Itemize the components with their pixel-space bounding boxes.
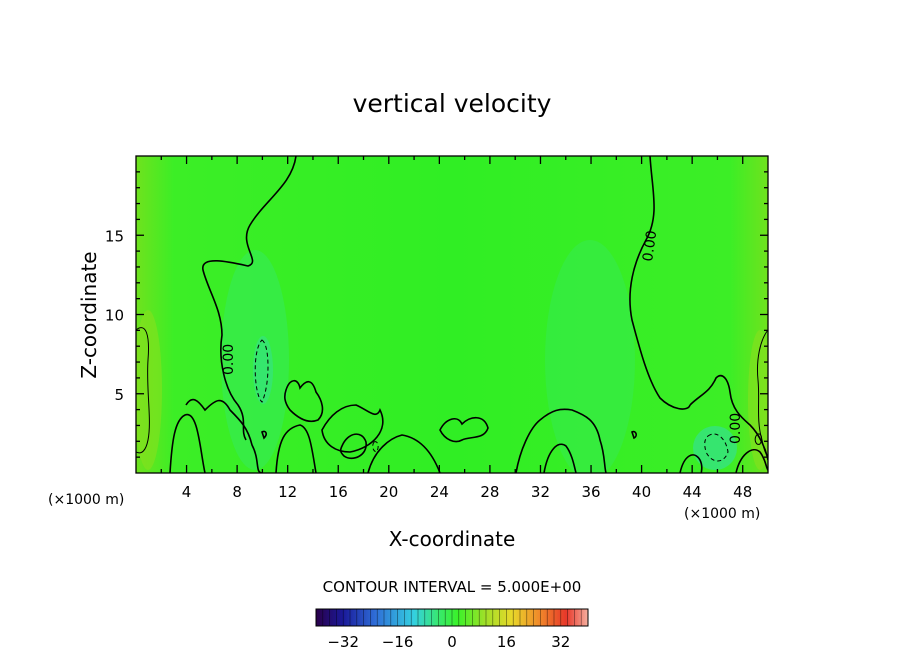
contour-label: 0.00 bbox=[728, 413, 744, 444]
contour-label: 0.00 bbox=[640, 229, 660, 262]
x-tick-label: 4 bbox=[182, 483, 192, 501]
x-unit-left: (×1000 m) bbox=[48, 492, 124, 508]
y-tick-label: 10 bbox=[105, 307, 124, 325]
colorbar-tick-label: 16 bbox=[497, 633, 516, 651]
contour-positive bbox=[754, 433, 763, 445]
contour-zero-bottom bbox=[339, 433, 367, 460]
contour-zero-bottom bbox=[679, 454, 703, 473]
x-tick-label: 20 bbox=[379, 483, 398, 501]
colorbar-tick-labels: −32 −16 0 16 32 bbox=[327, 633, 570, 651]
contour-zero-left bbox=[202, 156, 297, 441]
colorbar-ticks bbox=[322, 609, 582, 626]
colorbar-tick-label: −32 bbox=[327, 633, 359, 651]
contour-negative bbox=[372, 441, 379, 453]
chart-title: vertical velocity bbox=[353, 89, 552, 118]
contour-zero-bottom bbox=[543, 443, 577, 473]
x-tick-label: 16 bbox=[329, 483, 348, 501]
x-tick-label: 24 bbox=[430, 483, 449, 501]
contour-zero-bottom bbox=[439, 416, 489, 443]
contour-positive bbox=[757, 329, 768, 457]
contour-zero-right bbox=[629, 156, 691, 410]
contour-lines-thin bbox=[136, 327, 768, 457]
contour-zero-bottom bbox=[735, 449, 768, 473]
contour-positive bbox=[136, 327, 150, 454]
field-warm-region bbox=[748, 330, 768, 470]
y-tick-label: 15 bbox=[105, 227, 124, 245]
field-cool-region bbox=[253, 336, 273, 404]
contour-zero-bottom bbox=[185, 398, 263, 473]
plot-area bbox=[136, 156, 768, 473]
field-cool-region bbox=[545, 240, 635, 473]
contour-zero-bottom bbox=[631, 430, 637, 440]
axis-ticks bbox=[136, 156, 768, 473]
contour-labels: 0.00 0.00 0.00 bbox=[221, 229, 744, 444]
contour-negative bbox=[704, 433, 729, 462]
colorbar-tick-label: 32 bbox=[551, 633, 570, 651]
x-tick-label: 44 bbox=[683, 483, 702, 501]
x-unit-right: (×1000 m) bbox=[684, 506, 760, 522]
contour-zero-bottom bbox=[275, 424, 317, 473]
x-tick-label: 12 bbox=[278, 483, 297, 501]
contour-label: 0.00 bbox=[221, 344, 237, 375]
x-tick-label: 32 bbox=[531, 483, 550, 501]
field-cool-region bbox=[221, 250, 289, 470]
contour-zero-bottom bbox=[284, 379, 324, 423]
y-axis-label: Z-coordinate bbox=[77, 251, 101, 378]
contour-zero-bottom bbox=[169, 414, 206, 473]
x-tick-label: 48 bbox=[733, 483, 752, 501]
y-tick-labels: 5 10 15 bbox=[105, 227, 124, 404]
contour-negative bbox=[254, 339, 269, 403]
field-background bbox=[136, 156, 768, 473]
colorbar-tick-label: −16 bbox=[382, 633, 414, 651]
field-cool-region bbox=[693, 426, 737, 470]
contour-zero-bottom bbox=[321, 404, 384, 453]
contour-interval-text: CONTOUR INTERVAL = 5.000E+00 bbox=[323, 578, 582, 596]
x-tick-label: 28 bbox=[480, 483, 499, 501]
x-tick-label: 8 bbox=[232, 483, 242, 501]
x-axis-label: X-coordinate bbox=[389, 527, 516, 551]
contour-zero-bottom bbox=[367, 434, 441, 473]
contour-lines bbox=[169, 156, 768, 473]
y-tick-label: 5 bbox=[114, 386, 124, 404]
contour-zero-bottom bbox=[515, 408, 607, 473]
x-tick-label: 40 bbox=[632, 483, 651, 501]
colorbar-tick-label: 0 bbox=[447, 633, 457, 651]
x-tick-labels: 4 8 12 16 20 24 28 32 36 40 44 48 bbox=[182, 483, 752, 501]
contour-zero-bottom bbox=[261, 430, 267, 440]
x-tick-label: 36 bbox=[581, 483, 600, 501]
field-warm-region bbox=[136, 310, 162, 470]
contour-lines-negative bbox=[254, 339, 729, 462]
